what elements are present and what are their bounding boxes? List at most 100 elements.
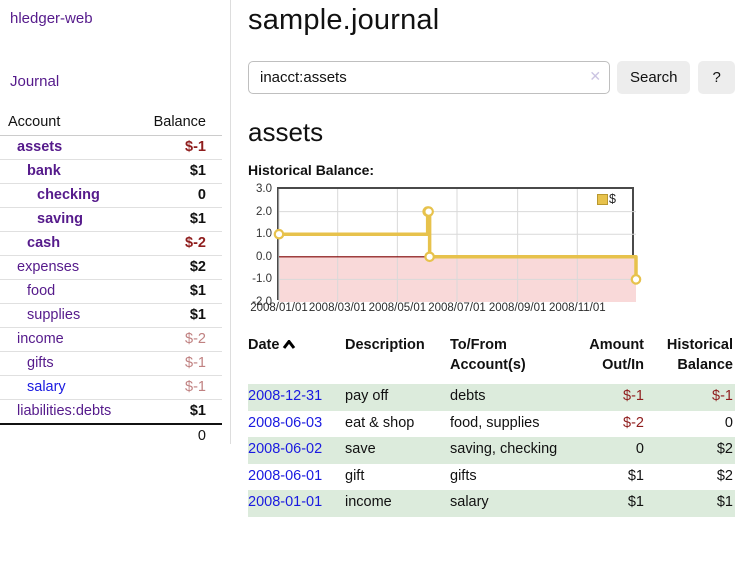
register-row: 2008-01-01 income salary $1 $1: [248, 490, 735, 517]
sidebar-account-row: assets $-1: [0, 135, 222, 160]
search-bar: ✕ Search ?: [248, 61, 736, 94]
transaction-date-link[interactable]: 2008-06-03: [248, 414, 323, 431]
chart-title: Historical Balance:: [248, 162, 375, 178]
transaction-accounts: food, supplies: [450, 414, 540, 431]
y-tick-label: -2.0: [252, 296, 272, 308]
transaction-balance: $2: [716, 467, 733, 484]
transaction-amount: $-1: [623, 388, 644, 405]
y-tick-label: 1.0: [256, 228, 272, 241]
historical-balance-chart: 3.0 2.0 1.0 0.0 -1.0 -2.0 $ 2008/01/01 2008/03…: [248, 183, 735, 320]
sidebar-account-balance: 0: [137, 183, 222, 208]
sidebar-account-balance: $-1: [137, 135, 222, 160]
transaction-accounts: debts: [450, 388, 486, 405]
transaction-date-link[interactable]: 2008-01-01: [248, 494, 323, 511]
account-heading: assets: [248, 117, 324, 147]
sidebar-account-balance: $-1: [137, 351, 222, 376]
register-header-balance: Historical Balance: [666, 337, 733, 373]
transaction-date-link[interactable]: 2008-12-31: [248, 388, 323, 405]
sidebar-account-row: supplies $1: [0, 303, 222, 328]
sidebar-account-balance: $-2: [137, 231, 222, 256]
x-tick-label: 2008/07/01: [428, 302, 486, 314]
sidebar-account-link-income[interactable]: income: [0, 327, 138, 352]
sidebar-account-link-expenses[interactable]: expenses: [0, 255, 138, 280]
register-row: 2008-12-31 pay off debts $-1 $-1: [248, 384, 735, 411]
sidebar-account-row: bank $1: [0, 159, 222, 184]
accounts-table: Account Balance assets $-1 bank $1 checking 0…: [0, 110, 222, 448]
transaction-description: gift: [345, 467, 365, 484]
page-title: sample.journal: [248, 4, 440, 36]
transaction-date-link[interactable]: 2008-06-02: [248, 441, 323, 458]
chart-plot-column: $ 2008/01/01 2008/03/01 2008/05/01 2008/07/…: [250, 187, 642, 320]
sidebar-account-balance: $-1: [137, 375, 222, 400]
sidebar-account-balance: $2: [137, 255, 222, 280]
transaction-amount: 0: [635, 441, 644, 458]
sidebar-account-link-assets[interactable]: assets: [0, 135, 138, 160]
x-tick-label: 2008/09/01: [488, 302, 547, 314]
register-table: Date Description To/From Account(s) Amou…: [248, 336, 735, 517]
help-button[interactable]: ?: [698, 61, 736, 94]
sidebar-account-link-supplies[interactable]: supplies: [0, 303, 138, 328]
sidebar-account-row: income $-2: [0, 327, 222, 352]
transaction-description: eat & shop: [345, 414, 415, 431]
sidebar-account-row: food $1: [0, 279, 222, 304]
sidebar-account-balance: $1: [189, 403, 206, 419]
search-input[interactable]: [248, 61, 611, 94]
search-button[interactable]: Search: [617, 61, 691, 94]
chart-x-axis: 2008/01/01 2008/03/01 2008/05/01 2008/07/01…: [250, 300, 638, 320]
sidebar-account-row: cash $-2: [0, 231, 222, 256]
x-tick-label: 2008/01/01: [250, 302, 308, 314]
chart-canvas: [273, 189, 642, 302]
transaction-balance: 0: [724, 414, 733, 431]
sidebar-item-journal[interactable]: Journal: [10, 73, 60, 90]
sidebar-account-link-checking[interactable]: checking: [0, 183, 138, 208]
x-tick-label: 2008/11/01: [548, 302, 606, 314]
register-row: 2008-06-03 eat & shop food, supplies $-2 0: [248, 411, 735, 438]
x-tick-label: 2008/05/01: [368, 302, 427, 314]
transaction-balance: $2: [716, 441, 733, 458]
sidebar-account-link-salary[interactable]: salary: [0, 375, 138, 400]
accounts-header-balance: Balance: [137, 110, 222, 136]
transaction-date-link[interactable]: 2008-06-01: [248, 467, 323, 484]
register-header-tofrom: To/From Account(s): [450, 337, 526, 373]
y-tick-label: 3.0: [256, 183, 272, 195]
accounts-total-value: 0: [137, 423, 222, 448]
y-tick-label: 0.0: [256, 250, 272, 263]
clear-search-icon[interactable]: ✕: [589, 68, 602, 84]
accounts-header-row: Account Balance: [0, 110, 222, 136]
chart-legend: $: [597, 192, 616, 206]
transaction-description: pay off: [345, 388, 389, 405]
sidebar-account-link-bank[interactable]: bank: [0, 159, 138, 184]
sidebar-account-link-liabilities-debts[interactable]: liabilities:debts: [17, 403, 112, 419]
transaction-accounts: salary: [450, 494, 489, 511]
chart-y-axis: 3.0 2.0 1.0 0.0 -1.0 -2.0: [248, 183, 277, 308]
sidebar-account-balance: $1: [137, 303, 222, 328]
register-row: 2008-06-02 save saving, checking 0 $2: [248, 437, 735, 464]
search-box: ✕: [248, 61, 611, 94]
brand-link[interactable]: hledger-web: [10, 10, 93, 27]
transaction-description: income: [345, 494, 392, 511]
legend-swatch-icon: [597, 193, 609, 205]
accounts-header-account: Account: [0, 110, 138, 136]
transaction-accounts: gifts: [450, 467, 477, 484]
accounts-total-row: 0: [0, 423, 222, 448]
sidebar-account-row: gifts $-1: [0, 351, 222, 376]
x-tick-label: 2008/03/01: [308, 302, 367, 314]
accounts-total-spacer: [0, 423, 138, 448]
app-window: hledger-web Journal Account Balance asse…: [0, 0, 736, 517]
sidebar-account-link-gifts[interactable]: gifts: [0, 351, 138, 376]
sidebar-account-row: expenses $2: [0, 255, 222, 280]
sidebar-account-balance: $1: [137, 207, 222, 232]
sidebar-account-link-cash[interactable]: cash: [0, 231, 138, 256]
transaction-amount: $1: [627, 494, 644, 511]
register-row: 2008-06-01 gift gifts $1 $2: [248, 464, 735, 491]
sidebar-account-link-saving[interactable]: saving: [0, 207, 138, 232]
register-header-row: Date Description To/From Account(s) Amou…: [248, 336, 735, 384]
register-header-date[interactable]: Date: [248, 336, 345, 384]
transaction-balance: $-1: [712, 388, 733, 405]
sidebar-account-row: salary $-1: [0, 375, 222, 400]
sidebar-account-link-food[interactable]: food: [0, 279, 138, 304]
y-tick-label: 2.0: [256, 205, 272, 218]
register-header-description: Description: [345, 337, 425, 353]
sidebar-account-balance: $-2: [137, 327, 222, 352]
transaction-accounts: saving, checking: [450, 441, 558, 458]
